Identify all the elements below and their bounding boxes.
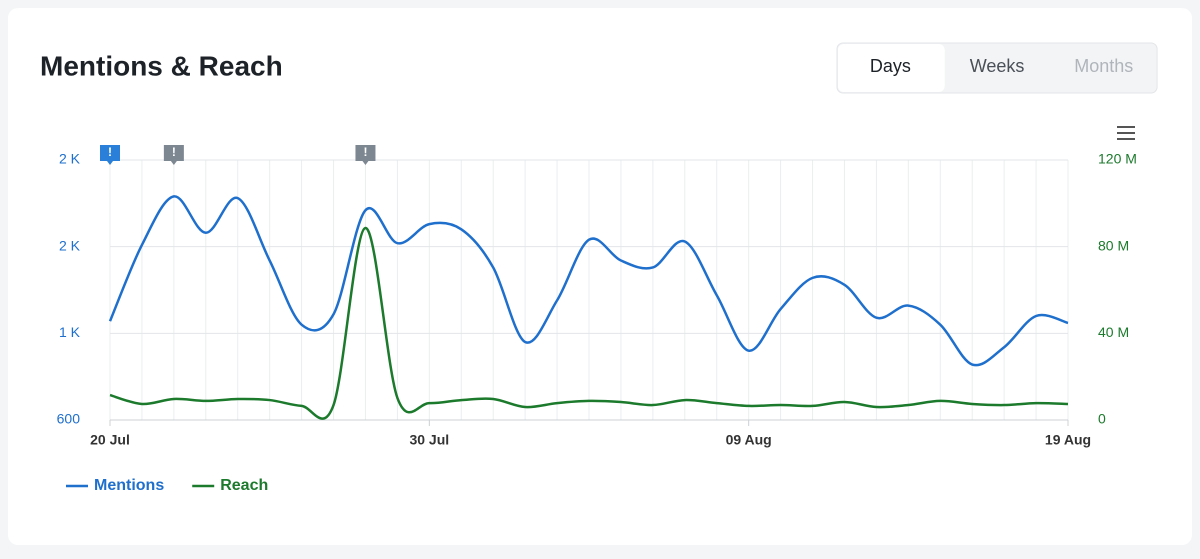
y-tick-label: 2 K: [59, 237, 81, 253]
annotation-flag[interactable]: [100, 145, 120, 165]
range-label: Months: [1074, 56, 1133, 76]
annotation-label: !: [363, 145, 367, 159]
y-tick-label: 600: [57, 411, 81, 427]
y2-tick-label: 120 M: [1098, 151, 1137, 167]
annotation-flag[interactable]: [355, 145, 376, 165]
x-tick-label: 19 Aug: [1045, 432, 1091, 448]
y-tick-label: 1 K: [59, 324, 81, 340]
range-label[interactable]: Weeks: [970, 56, 1025, 76]
series-line: [109, 226, 1069, 420]
range-label[interactable]: Days: [870, 56, 911, 76]
series-line: [108, 195, 1069, 367]
y2-tick-label: 0: [1098, 411, 1106, 427]
y2-tick-label: 40 M: [1098, 324, 1129, 340]
x-tick-label: 30 Jul: [409, 432, 449, 448]
annotation-label: !: [108, 145, 112, 159]
legend-label[interactable]: Mentions: [94, 477, 164, 494]
menu-icon[interactable]: [1117, 126, 1135, 140]
y2-tick-label: 80 M: [1098, 237, 1129, 253]
x-tick-label: 09 Aug: [726, 432, 772, 448]
range-button[interactable]: [838, 44, 945, 92]
legend-label[interactable]: Reach: [220, 477, 268, 494]
y-tick-label: 2 K: [59, 151, 81, 167]
x-tick-label: 20 Jul: [90, 432, 130, 448]
chart-title: Mentions & Reach: [40, 50, 283, 81]
annotation-flag[interactable]: [163, 145, 184, 165]
annotation-label: !: [172, 145, 176, 159]
